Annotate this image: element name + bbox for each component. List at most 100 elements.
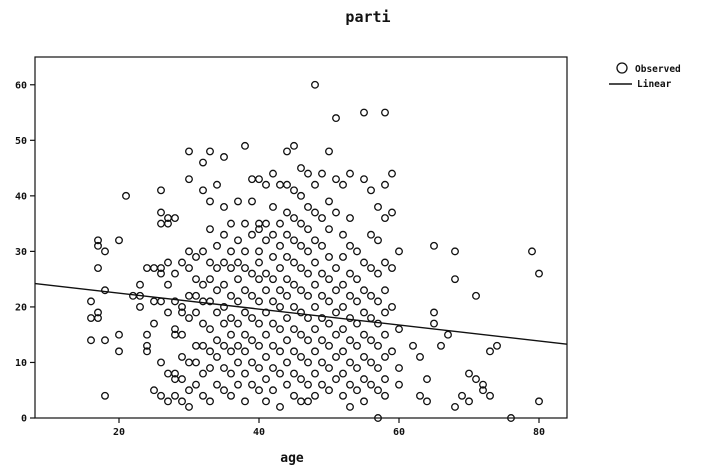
data-point (325, 197, 333, 206)
data-point (269, 203, 277, 211)
data-point (388, 208, 396, 217)
data-point (339, 391, 347, 400)
data-point (374, 364, 382, 372)
data-point (486, 347, 494, 356)
data-point (227, 291, 235, 300)
data-point (353, 364, 361, 372)
data-point (297, 308, 305, 317)
data-point (325, 386, 333, 395)
data-point (311, 347, 319, 356)
data-point (507, 414, 515, 422)
data-point (367, 314, 375, 322)
data-point (157, 219, 165, 228)
data-point (276, 402, 284, 411)
data-point (304, 358, 312, 367)
data-point (318, 241, 326, 250)
data-point (416, 352, 424, 361)
data-point (248, 197, 256, 206)
data-point (297, 286, 305, 295)
data-point (241, 369, 249, 378)
data-point (164, 369, 172, 378)
data-point (164, 258, 172, 267)
data-point (234, 275, 242, 284)
data-point (115, 236, 123, 245)
data-point (178, 375, 186, 384)
data-point (171, 391, 179, 400)
data-point (395, 380, 403, 389)
data-point (164, 397, 172, 406)
data-point (374, 414, 382, 422)
data-point (353, 275, 361, 284)
data-point (332, 264, 340, 272)
data-point (192, 291, 200, 300)
data-point (192, 252, 200, 261)
data-point (318, 314, 326, 322)
data-point (241, 347, 249, 356)
data-point (360, 397, 368, 406)
data-point (283, 380, 291, 389)
data-point (472, 291, 480, 300)
data-point (409, 341, 417, 350)
data-point (325, 319, 333, 328)
data-point (220, 341, 228, 350)
data-point (199, 158, 207, 167)
data-point (283, 336, 291, 345)
data-point (220, 258, 228, 267)
data-point (248, 358, 256, 367)
data-point (122, 191, 130, 200)
data-point (227, 264, 235, 272)
data-point (374, 386, 382, 395)
data-point (304, 203, 312, 211)
data-point (199, 369, 207, 378)
data-point (206, 197, 214, 206)
data-point (353, 319, 361, 328)
y-tick-label: 60 (15, 80, 27, 91)
data-point (304, 247, 312, 256)
data-point (381, 286, 389, 295)
data-point (178, 397, 186, 406)
data-point (311, 369, 319, 378)
data-point (325, 297, 333, 306)
data-point (185, 247, 193, 256)
data-point (318, 380, 326, 389)
data-point (206, 258, 214, 267)
data-point (290, 302, 298, 311)
data-point (388, 347, 396, 356)
data-point (346, 241, 354, 250)
data-point (339, 302, 347, 311)
x-tick-label: 40 (253, 427, 265, 438)
data-point (332, 208, 340, 217)
data-point (318, 336, 326, 345)
data-point (360, 286, 368, 295)
data-point (318, 169, 326, 178)
data-point (367, 336, 375, 345)
data-point (304, 336, 312, 345)
data-point (178, 308, 186, 317)
data-point (346, 269, 354, 278)
data-point (157, 208, 165, 217)
data-point (381, 391, 389, 400)
data-point (269, 252, 277, 261)
data-point (262, 397, 270, 406)
data-point (318, 291, 326, 300)
data-point (381, 330, 389, 339)
data-point (199, 247, 207, 256)
data-point (395, 247, 403, 256)
legend: Observed Linear (609, 62, 681, 90)
data-point (353, 386, 361, 395)
data-point (346, 314, 354, 322)
data-point (171, 269, 179, 278)
legend-linear-label: Linear (637, 79, 672, 90)
data-point (248, 291, 256, 300)
data-point (171, 369, 179, 378)
data-point (150, 264, 158, 272)
data-point (332, 114, 340, 123)
data-point (416, 391, 424, 400)
data-point (360, 108, 368, 117)
data-point (94, 308, 102, 317)
data-point (276, 302, 284, 311)
data-point (339, 252, 347, 261)
data-point (241, 219, 249, 228)
data-point (381, 180, 389, 189)
data-point (234, 297, 242, 306)
